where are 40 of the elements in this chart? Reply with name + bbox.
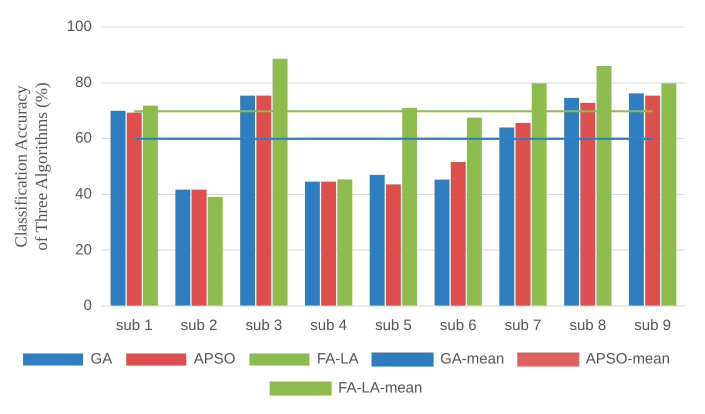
bar bbox=[645, 96, 660, 306]
legend-label: APSO-mean bbox=[586, 350, 670, 368]
bar bbox=[321, 182, 336, 306]
x-tick-label: sub 5 bbox=[375, 317, 412, 334]
bar bbox=[580, 102, 596, 306]
bar bbox=[386, 184, 401, 306]
bar bbox=[126, 112, 142, 306]
x-tick-label: sub 9 bbox=[634, 317, 671, 334]
bar bbox=[370, 174, 385, 306]
bar bbox=[256, 96, 272, 306]
x-tick-label: sub 2 bbox=[180, 317, 218, 334]
x-tick-label: sub 8 bbox=[569, 317, 606, 334]
y-axis-title: Classification Accuracy of Three Algorithms (%) bbox=[12, 82, 52, 251]
legend-label: FA-LA bbox=[316, 350, 359, 368]
y-tick-label: 100 bbox=[66, 18, 92, 36]
bar bbox=[450, 162, 466, 306]
y-tick-label: 40 bbox=[75, 186, 92, 203]
x-tick-label: sub 7 bbox=[504, 317, 542, 334]
bar bbox=[661, 83, 676, 306]
y-tick-label: 80 bbox=[75, 74, 92, 91]
legend-label: APSO bbox=[194, 350, 236, 368]
bar bbox=[434, 180, 450, 306]
y-tick-label: 20 bbox=[75, 241, 92, 258]
x-tick-label: sub 4 bbox=[310, 317, 347, 334]
bar bbox=[175, 190, 190, 306]
bar bbox=[192, 190, 206, 306]
bar bbox=[208, 196, 223, 306]
bar bbox=[337, 179, 352, 306]
y-tick-label: 0 bbox=[83, 297, 92, 314]
bar bbox=[466, 118, 482, 306]
x-tick-label: sub 1 bbox=[116, 317, 153, 334]
x-tick-label: sub 6 bbox=[440, 317, 477, 334]
x-tick-label: sub 3 bbox=[245, 317, 282, 334]
legend-label: GA bbox=[90, 350, 112, 368]
bar bbox=[304, 182, 320, 306]
legend-label: FA-LA-mean bbox=[338, 380, 422, 397]
y-tick-label: 60 bbox=[75, 130, 92, 147]
bar bbox=[110, 110, 126, 306]
legend-label: GA-mean bbox=[440, 350, 504, 368]
bar bbox=[516, 122, 530, 306]
